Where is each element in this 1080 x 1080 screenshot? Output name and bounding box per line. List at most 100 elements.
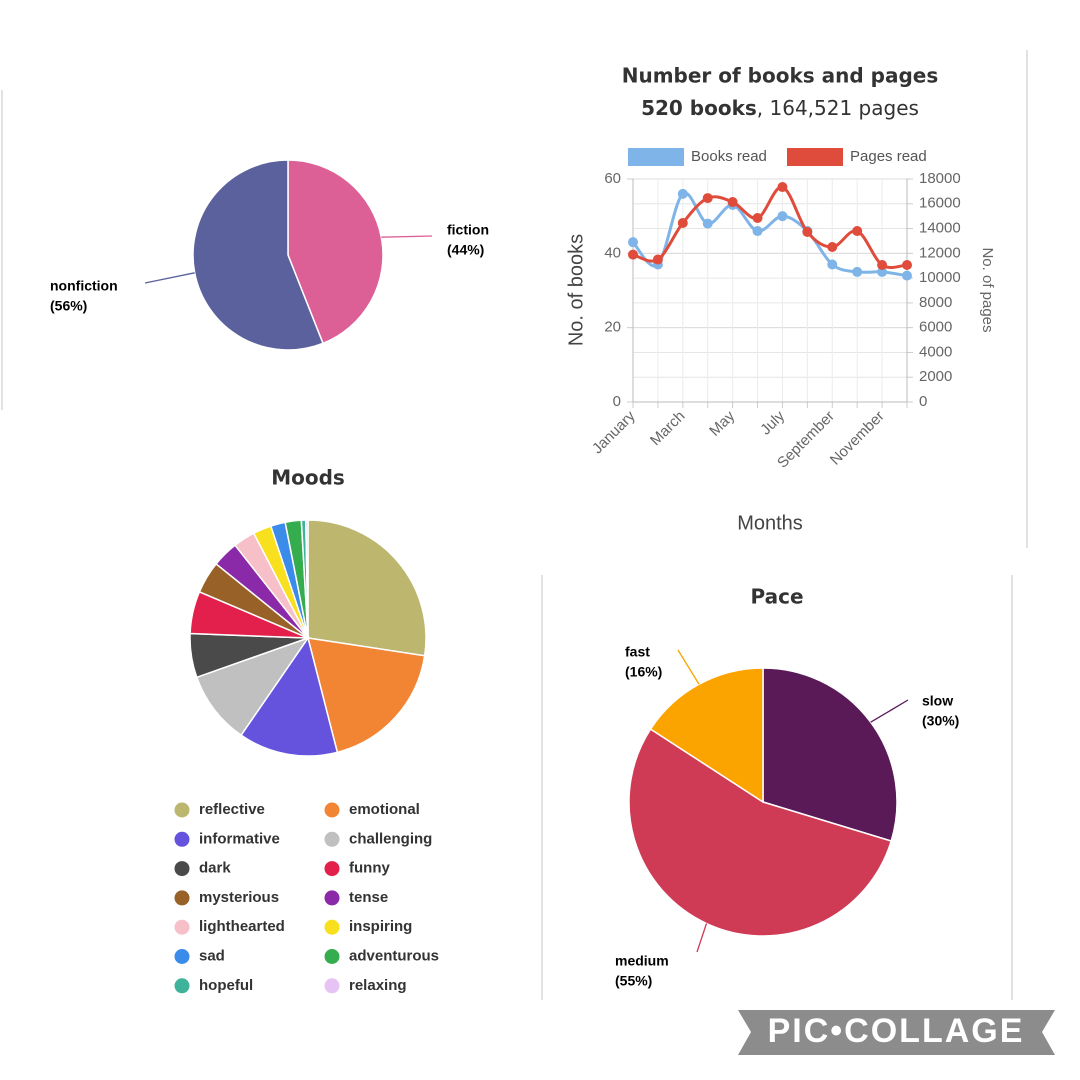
legend-swatch	[174, 802, 190, 818]
legend-swatch	[324, 802, 340, 818]
pie-slice	[306, 637, 426, 754]
legend-label: funny	[349, 860, 390, 877]
x-tick-label: March	[647, 408, 688, 449]
slice-value-label: (56%)	[50, 298, 87, 314]
legend-swatch	[324, 861, 340, 877]
series-point	[727, 197, 738, 208]
y2-tick-label: 12000	[919, 244, 961, 261]
legend-label: Pages read	[850, 148, 927, 165]
series-point	[628, 237, 638, 248]
legend-label: Books read	[691, 148, 767, 165]
series-point	[827, 242, 838, 253]
series-point	[702, 193, 713, 204]
series-point	[852, 266, 863, 277]
subtitle-rest: , 164,521 pages	[757, 96, 919, 120]
series-point	[752, 226, 763, 237]
leader-line	[696, 923, 708, 953]
legend-swatch	[174, 978, 190, 994]
legend-swatch	[174, 919, 190, 935]
legend-label: sad	[199, 947, 225, 964]
legend-label: reflective	[199, 801, 265, 818]
slice-label: nonfiction	[50, 278, 118, 294]
legend-swatch	[324, 978, 340, 994]
legend-swatch	[174, 890, 190, 906]
slice-label: fast	[625, 644, 650, 660]
legend-swatch	[324, 831, 340, 847]
pie-slice	[762, 667, 898, 842]
pie-slice	[240, 636, 339, 757]
legend-swatch	[787, 148, 843, 166]
pie-slice	[287, 159, 384, 345]
series-point	[777, 211, 788, 222]
legend-label: emotional	[349, 801, 420, 818]
legend-swatch	[174, 949, 190, 964]
x-tick-label: January	[589, 407, 639, 457]
legend-swatch	[324, 919, 340, 935]
slice-value-label: (30%)	[922, 713, 959, 729]
x-tick-label: November	[827, 408, 888, 469]
series-point	[902, 259, 912, 270]
legend-label: mysterious	[199, 889, 279, 906]
legend-label: informative	[199, 830, 280, 847]
slice-label: medium	[615, 953, 669, 969]
y2-tick-label: 4000	[919, 343, 952, 360]
y2-tick-label: 6000	[919, 319, 952, 336]
legend-label: dark	[199, 860, 231, 877]
x-axis-title: Months	[737, 512, 803, 534]
series-point	[752, 213, 763, 224]
y-tick-label: 40	[604, 244, 621, 261]
leader-line	[144, 272, 195, 284]
series-point	[652, 254, 663, 265]
y-tick-label: 60	[604, 170, 621, 187]
subtitle-bold: 520 books	[641, 96, 757, 120]
slice-value-label: (55%)	[615, 973, 652, 989]
series-point	[902, 270, 912, 281]
chart-title: Moods	[271, 466, 345, 490]
y2-tick-label: 0	[919, 393, 927, 410]
legend-swatch	[628, 148, 684, 166]
series-point	[677, 188, 688, 199]
legend-label: lighthearted	[199, 918, 285, 935]
series-point	[802, 227, 813, 238]
legend-swatch	[174, 861, 190, 877]
y2-tick-label: 14000	[919, 220, 961, 237]
y-axis-title: No. of books	[565, 234, 587, 346]
y2-tick-label: 10000	[919, 269, 961, 286]
legend-swatch	[324, 949, 340, 964]
series-point	[702, 218, 713, 229]
watermark: PIC•COLLAGE	[768, 1012, 1025, 1050]
leader-line	[381, 235, 433, 238]
series-point	[827, 259, 838, 270]
y2-tick-label: 8000	[919, 294, 952, 311]
pie-slice	[195, 636, 310, 737]
y2-tick-label: 2000	[919, 368, 952, 385]
series-point	[877, 259, 888, 270]
y-tick-label: 20	[604, 319, 621, 336]
chart-title: Pace	[750, 585, 803, 609]
slice-value-label: (44%)	[447, 242, 484, 258]
series-point	[877, 266, 888, 277]
legend-label: relaxing	[349, 977, 407, 994]
series-point	[852, 226, 863, 237]
series-point	[628, 249, 638, 260]
x-tick-label: July	[757, 407, 788, 438]
x-tick-label: May	[706, 407, 738, 439]
pie-slice	[305, 519, 309, 639]
series-point	[677, 217, 688, 228]
pie-slice	[192, 159, 324, 351]
legend-label: inspiring	[349, 918, 412, 935]
series-line	[632, 185, 908, 269]
legend-label: adventurous	[349, 947, 439, 964]
y2-tick-label: 18000	[919, 170, 961, 187]
y2-tick-label: 16000	[919, 195, 961, 212]
leader-line	[677, 649, 700, 685]
chart-subtitle: 520 books, 164,521 pages	[641, 96, 919, 120]
watermark-banner	[738, 1010, 1055, 1055]
slice-label: slow	[922, 693, 953, 709]
leader-line	[870, 699, 909, 723]
y-tick-label: 0	[613, 393, 621, 410]
legend-label: hopeful	[199, 977, 253, 994]
legend-label: challenging	[349, 830, 432, 847]
